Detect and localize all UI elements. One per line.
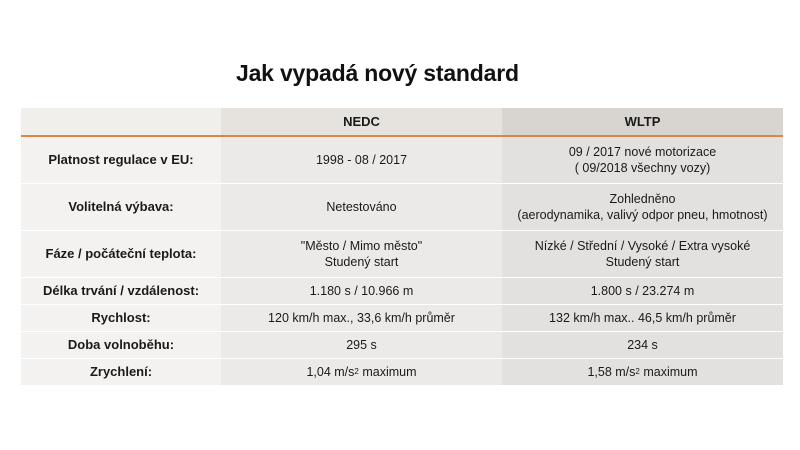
wltp-cell: 1,58 m/s 2 maximum bbox=[502, 359, 783, 385]
comparison-table: NEDC WLTP Platnost regulace v EU: 1998 -… bbox=[21, 108, 783, 386]
wltp-cell: 09 / 2017 nové motorizace ( 09/2018 všec… bbox=[502, 137, 783, 183]
wltp-cell: 132 km/h max.. 46,5 km/h průměr bbox=[502, 305, 783, 331]
table-row: Rychlost: 120 km/h max., 33,6 km/h průmě… bbox=[21, 305, 783, 332]
nedc-cell: 295 s bbox=[221, 332, 502, 358]
wltp-cell: 1.800 s / 23.274 m bbox=[502, 278, 783, 304]
wltp-cell: Nízké / Střední / Vysoké / Extra vysoké … bbox=[502, 231, 783, 277]
header-nedc: NEDC bbox=[221, 108, 502, 135]
row-label: Doba volnoběhu: bbox=[21, 332, 221, 358]
nedc-cell: 1,04 m/s 2 maximum bbox=[221, 359, 502, 385]
nedc-cell: "Město / Mimo město" Studený start bbox=[221, 231, 502, 277]
wltp-line: (aerodynamika, valivý odpor pneu, hmotno… bbox=[517, 208, 768, 222]
row-label: Platnost regulace v EU: bbox=[21, 137, 221, 183]
nedc-line: 1998 - 08 / 2017 bbox=[315, 153, 408, 167]
wltp-line: Studený start bbox=[605, 255, 680, 269]
nedc-suffix: maximum bbox=[358, 365, 417, 379]
header-empty-cell bbox=[21, 108, 221, 135]
table-row: Délka trvání / vzdálenost: 1.180 s / 10.… bbox=[21, 278, 783, 305]
row-label: Zrychlení: bbox=[21, 359, 221, 385]
nedc-line: "Město / Mimo město" bbox=[300, 239, 423, 253]
table-row: Doba volnoběhu: 295 s 234 s bbox=[21, 332, 783, 359]
nedc-line: Studený start bbox=[324, 255, 399, 269]
nedc-cell: 1.180 s / 10.966 m bbox=[221, 278, 502, 304]
wltp-cell: Zohledněno (aerodynamika, valivý odpor p… bbox=[502, 184, 783, 230]
row-label: Volitelná výbava: bbox=[21, 184, 221, 230]
table-row: Volitelná výbava: Netestováno Zohledněno… bbox=[21, 184, 783, 231]
wltp-line: ( 09/2018 všechny vozy) bbox=[574, 161, 711, 175]
table-row: Fáze / počáteční teplota: "Město / Mimo … bbox=[21, 231, 783, 278]
row-label: Délka trvání / vzdálenost: bbox=[21, 278, 221, 304]
header-divider bbox=[21, 135, 783, 137]
wltp-line: Nízké / Střední / Vysoké / Extra vysoké bbox=[534, 239, 751, 253]
nedc-cell: 120 km/h max., 33,6 km/h průměr bbox=[221, 305, 502, 331]
wltp-value: 1,58 m/s bbox=[587, 365, 636, 379]
nedc-value: 1,04 m/s bbox=[306, 365, 355, 379]
wltp-line: Zohledněno bbox=[609, 192, 676, 206]
nedc-cell: Netestováno bbox=[221, 184, 502, 230]
table-header-row: NEDC WLTP bbox=[21, 108, 783, 135]
wltp-cell: 234 s bbox=[502, 332, 783, 358]
wltp-suffix: maximum bbox=[639, 365, 698, 379]
nedc-line: Netestováno bbox=[326, 200, 397, 214]
table-row: Platnost regulace v EU: 1998 - 08 / 2017… bbox=[21, 137, 783, 184]
nedc-cell: 1998 - 08 / 2017 bbox=[221, 137, 502, 183]
table-row: Zrychlení: 1,04 m/s 2 maximum 1,58 m/s 2 m… bbox=[21, 359, 783, 386]
header-wltp: WLTP bbox=[502, 108, 783, 135]
page-title: Jak vypadá nový standard bbox=[236, 60, 519, 86]
row-label: Rychlost: bbox=[21, 305, 221, 331]
wltp-line: 09 / 2017 nové motorizace bbox=[568, 145, 717, 159]
row-label: Fáze / počáteční teplota: bbox=[21, 231, 221, 277]
